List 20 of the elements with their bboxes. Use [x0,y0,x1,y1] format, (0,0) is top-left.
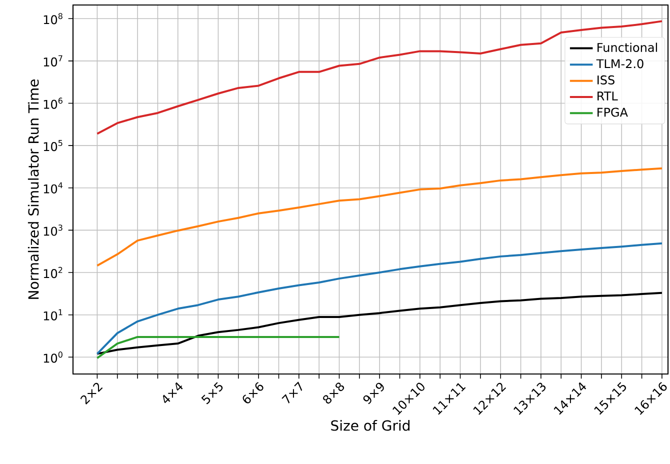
y-tick-label: 10$^{6}$ [44,98,62,109]
y-tick-label: 10$^{4}$ [44,182,63,194]
y-tick-label: 10$^{5}$ [44,140,62,152]
legend-label: ISS [598,75,614,84]
legend-label: RTL [598,92,618,100]
y-tick-label: 10$^{7}$ [44,55,62,66]
y-tick-label: 10$^{2}$ [44,266,62,278]
y-tick-label: 10$^{3}$ [44,224,62,236]
y-tick-label: 10$^{8}$ [44,13,62,24]
line-series [96,167,663,267]
legend-label: Functional [598,42,657,52]
y-tick-label: 10$^{0}$ [44,352,62,363]
legend-label: FPGA [598,108,628,117]
y-axis-title: Normalized Simulator Run Time [28,80,39,299]
line-series [96,20,663,135]
x-axis-title: Size of Grid [331,420,410,431]
y-tick-label: 10$^{1}$ [44,309,62,320]
legend-label: TLM-2.0 [596,59,644,68]
line-series [96,292,663,355]
line-series [96,242,663,355]
